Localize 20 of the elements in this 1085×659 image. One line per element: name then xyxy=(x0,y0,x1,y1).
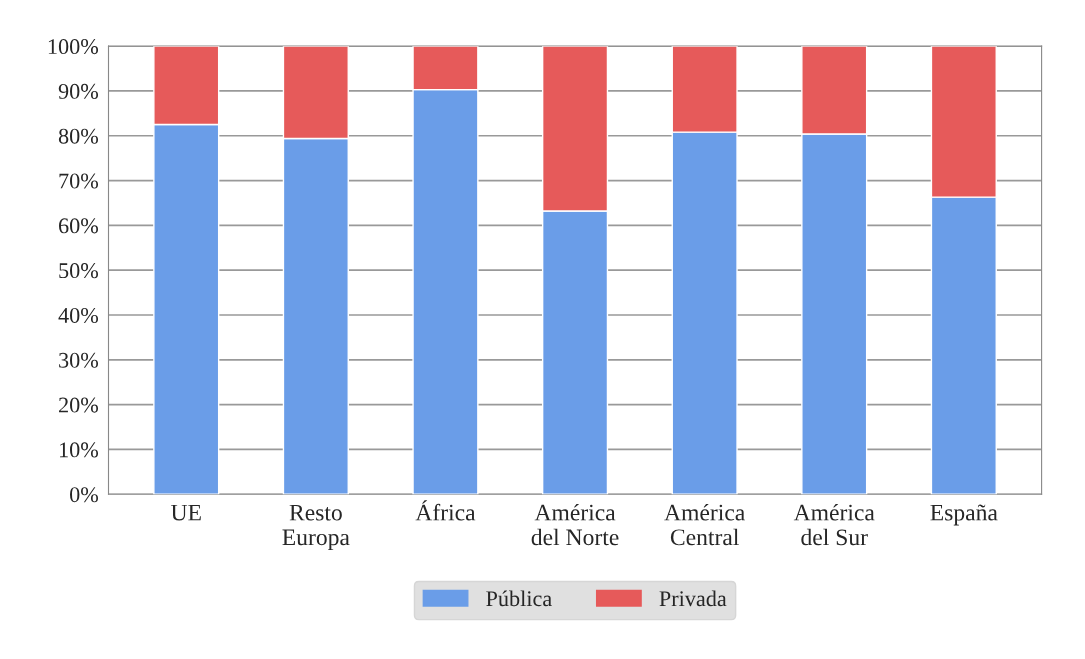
y-tick-label: 50% xyxy=(59,263,99,279)
y-tick-label: 0% xyxy=(70,487,99,503)
y-tick-label: 20% xyxy=(59,397,99,413)
x-tick-label: América Central xyxy=(664,503,745,546)
y-tick-label: 10% xyxy=(60,442,99,458)
x-tick-label: América del Sur xyxy=(793,503,875,546)
y-tick-label: 90% xyxy=(58,83,99,99)
y-tick-label: 70% xyxy=(59,173,99,189)
x-tick-label: Resto Europa xyxy=(282,504,350,551)
legend-label: Pública xyxy=(486,590,552,607)
x-tick-label: UE xyxy=(171,504,201,521)
x-tick-label: España xyxy=(930,504,998,526)
y-tick-label: 60% xyxy=(59,218,99,234)
y-tick-label: 30% xyxy=(59,352,99,368)
y-tick-label: 40% xyxy=(58,307,99,323)
y-tick-label: 80% xyxy=(58,128,99,144)
y-tick-label: 100% xyxy=(48,39,99,55)
x-tick-label: América del Norte xyxy=(531,503,619,546)
legend-label: Privada xyxy=(659,590,727,607)
x-tick-label: África xyxy=(415,500,476,521)
